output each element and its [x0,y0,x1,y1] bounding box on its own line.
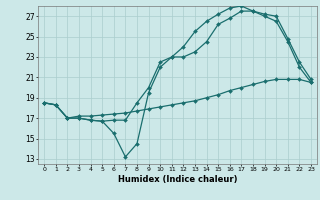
X-axis label: Humidex (Indice chaleur): Humidex (Indice chaleur) [118,175,237,184]
